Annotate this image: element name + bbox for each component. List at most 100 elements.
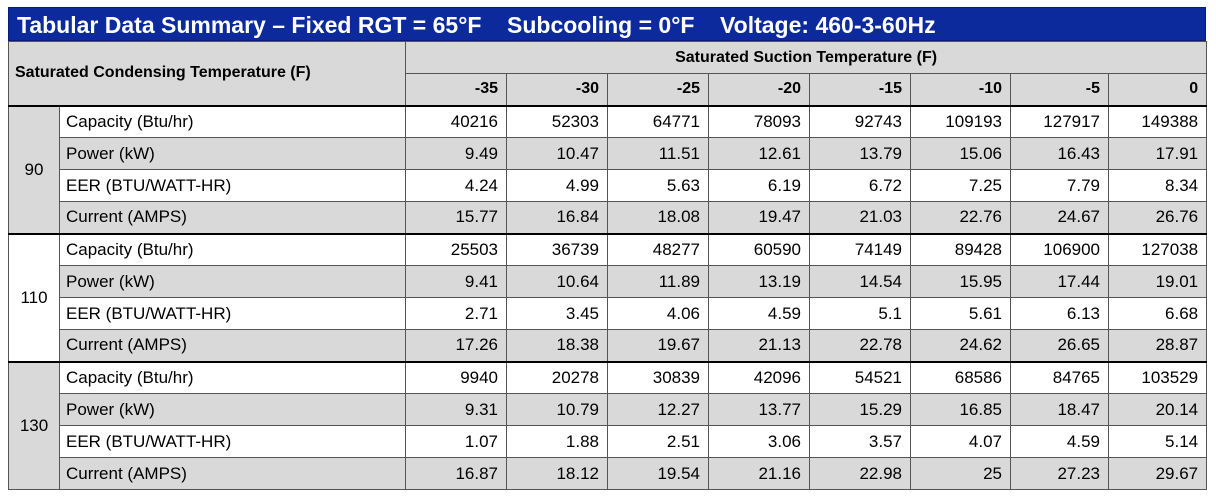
value-cell: 42096 <box>708 360 811 394</box>
value-cell: 17.26 <box>405 329 508 362</box>
table-row: 110 Capacity (Btu/hr) 25503 36739 48277 60590… <box>8 232 1208 362</box>
value-cell: 19.67 <box>607 329 710 362</box>
column-header: -25 <box>607 73 710 107</box>
value-cell: 36739 <box>506 232 609 266</box>
value-cell: 24.62 <box>910 329 1012 362</box>
value-cell: 29.67 <box>1108 457 1208 490</box>
column-header: 0 <box>1108 73 1208 107</box>
value-cell: 48277 <box>607 232 710 266</box>
value-cell: 25 <box>910 457 1012 490</box>
row-label: EER (BTU/WATT-HR) <box>58 297 407 330</box>
value-cell: 127038 <box>1108 232 1208 266</box>
value-cell: 13.77 <box>708 393 811 426</box>
value-cell: 15.95 <box>910 265 1012 298</box>
value-cell: 26.65 <box>1010 329 1110 362</box>
value-cell: 4.59 <box>708 297 811 330</box>
value-cell: 5.61 <box>910 297 1012 330</box>
value-cell: 15.29 <box>809 393 912 426</box>
value-cell: 11.51 <box>607 137 710 170</box>
value-cell: 17.44 <box>1010 265 1110 298</box>
value-cell: 22.76 <box>910 201 1012 234</box>
value-cell: 25503 <box>405 232 508 266</box>
value-cell: 9940 <box>405 360 508 394</box>
value-cell: 22.78 <box>809 329 912 362</box>
column-header: -20 <box>708 73 811 107</box>
value-cell: 16.43 <box>1010 137 1110 170</box>
value-cell: 13.79 <box>809 137 912 170</box>
value-cell: 3.06 <box>708 425 811 458</box>
value-cell: 52303 <box>506 104 609 138</box>
value-cell: 92743 <box>809 104 912 138</box>
table-row: Power (kW) 9.31 10.79 12.27 13.77 15.29 16.85 1… <box>9 393 1208 426</box>
value-cell: 84765 <box>1010 360 1110 394</box>
table-row: EER (BTU/WATT-HR) 4.24 4.99 5.63 6.19 6.72 7.2… <box>9 169 1208 202</box>
table-row: 130 Capacity (Btu/hr) 9940 20278 30839 42096 5… <box>8 360 1208 490</box>
row-label: Current (AMPS) <box>58 329 407 362</box>
value-cell: 19.54 <box>607 457 710 490</box>
value-cell: 40216 <box>405 104 508 138</box>
table-row: Current (AMPS) 15.77 16.84 18.08 19.47 21.03 2… <box>9 201 1208 234</box>
value-cell: 19.47 <box>708 201 811 234</box>
value-cell: 21.13 <box>708 329 811 362</box>
value-cell: 14.54 <box>809 265 912 298</box>
value-cell: 7.25 <box>910 169 1012 202</box>
value-cell: 8.34 <box>1108 169 1208 202</box>
table-row: Power (kW) 9.41 10.64 11.89 13.19 14.54 15.95 1… <box>9 265 1208 298</box>
value-cell: 16.84 <box>506 201 609 234</box>
value-cell: 10.64 <box>506 265 609 298</box>
row-label: Current (AMPS) <box>58 457 407 490</box>
value-cell: 5.63 <box>607 169 710 202</box>
value-cell: 6.72 <box>809 169 912 202</box>
table-row: Current (AMPS) 17.26 18.38 19.67 21.13 22.78 2… <box>9 329 1208 362</box>
value-cell: 20278 <box>506 360 609 394</box>
column-header: -30 <box>506 73 609 107</box>
value-cell: 12.27 <box>607 393 710 426</box>
value-cell: 21.16 <box>708 457 811 490</box>
condensing-temp-cell: 130 <box>8 360 60 490</box>
value-cell: 109193 <box>910 104 1012 138</box>
value-cell: 18.12 <box>506 457 609 490</box>
column-header: -10 <box>910 73 1012 107</box>
value-cell: 30839 <box>607 360 710 394</box>
value-cell: 4.06 <box>607 297 710 330</box>
value-cell: 64771 <box>607 104 710 138</box>
row-axis-label: Saturated Condensing Temperature (F) <box>7 41 407 107</box>
value-cell: 5.1 <box>809 297 912 330</box>
value-cell: 10.47 <box>506 137 609 170</box>
value-cell: 17.91 <box>1108 137 1208 170</box>
column-header: -5 <box>1010 73 1110 107</box>
value-cell: 15.06 <box>910 137 1012 170</box>
column-header: -35 <box>405 73 508 107</box>
table-row: Power (kW) 9.49 10.47 11.51 12.61 13.79 15.06 1… <box>9 137 1208 170</box>
value-cell: 9.49 <box>405 137 508 170</box>
value-cell: 106900 <box>1010 232 1110 266</box>
value-cell: 4.59 <box>1010 425 1110 458</box>
value-cell: 10.79 <box>506 393 609 426</box>
row-label: Capacity (Btu/hr) <box>58 104 407 138</box>
value-cell: 5.14 <box>1108 425 1208 458</box>
row-label: Current (AMPS) <box>58 201 407 234</box>
value-cell: 7.79 <box>1010 169 1110 202</box>
row-label: EER (BTU/WATT-HR) <box>58 425 407 458</box>
value-cell: 2.71 <box>405 297 508 330</box>
value-cell: 27.23 <box>1010 457 1110 490</box>
row-label: Capacity (Btu/hr) <box>58 360 407 394</box>
column-header-row: -35 -30 -25 -20 -15 -10 -5 0 <box>9 73 1208 107</box>
value-cell: 4.24 <box>405 169 508 202</box>
value-cell: 3.57 <box>809 425 912 458</box>
value-cell: 103529 <box>1108 360 1208 394</box>
value-cell: 2.51 <box>607 425 710 458</box>
value-cell: 68586 <box>910 360 1012 394</box>
value-cell: 18.08 <box>607 201 710 234</box>
value-cell: 16.87 <box>405 457 508 490</box>
value-cell: 28.87 <box>1108 329 1208 362</box>
value-cell: 54521 <box>809 360 912 394</box>
value-cell: 6.19 <box>708 169 811 202</box>
value-cell: 21.03 <box>809 201 912 234</box>
value-cell: 19.01 <box>1108 265 1208 298</box>
value-cell: 9.41 <box>405 265 508 298</box>
value-cell: 11.89 <box>607 265 710 298</box>
value-cell: 149388 <box>1108 104 1208 138</box>
table-row: 90 Capacity (Btu/hr) 40216 52303 64771 78093 9… <box>8 104 1208 234</box>
column-axis-label: Saturated Suction Temperature (F) <box>405 41 1208 74</box>
